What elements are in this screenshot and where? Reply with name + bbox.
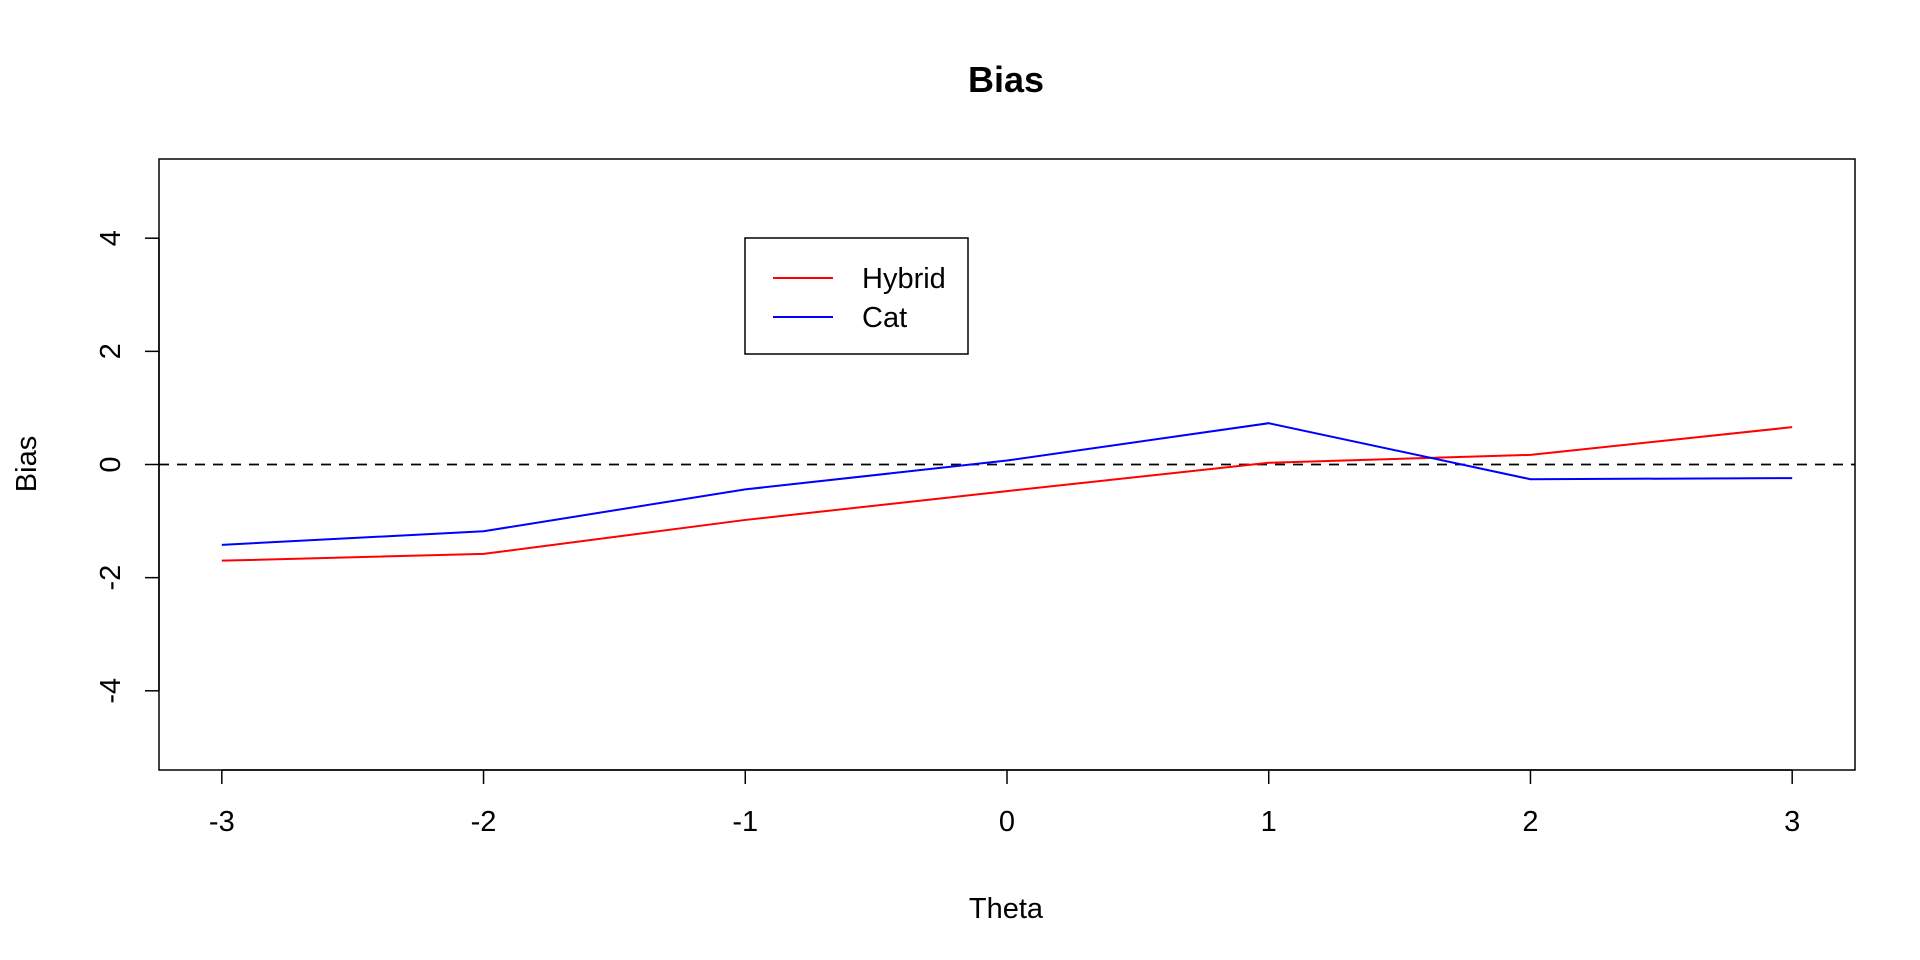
y-tick-label: 4 <box>95 230 127 246</box>
x-tick-label: -1 <box>732 806 758 838</box>
series-line-cat <box>221 422 1793 546</box>
x-tick-label: 3 <box>1784 806 1800 838</box>
legend: Hybrid Cat <box>744 237 969 355</box>
y-tick-label: -4 <box>95 678 127 704</box>
y-axis-label: Bias <box>11 436 43 492</box>
x-tick-label: 0 <box>999 806 1015 838</box>
x-axis: -3 -2 -1 0 1 2 3 <box>209 769 1800 838</box>
y-tick-label: -2 <box>95 565 127 591</box>
chart-title: Bias <box>968 59 1044 100</box>
series-line-hybrid <box>221 426 1793 562</box>
y-tick-label: 2 <box>95 343 127 359</box>
x-axis-label: Theta <box>969 893 1044 925</box>
x-tick-label: -2 <box>471 806 497 838</box>
x-tick-label: 2 <box>1522 806 1538 838</box>
legend-label-cat: Cat <box>862 302 907 334</box>
y-axis: -4 -2 0 2 4 <box>95 230 160 704</box>
y-tick-label: 0 <box>95 456 127 472</box>
x-tick-label: 1 <box>1261 806 1277 838</box>
legend-label-hybrid: Hybrid <box>862 263 946 295</box>
x-tick-label: -3 <box>209 806 235 838</box>
legend-box <box>744 237 969 355</box>
